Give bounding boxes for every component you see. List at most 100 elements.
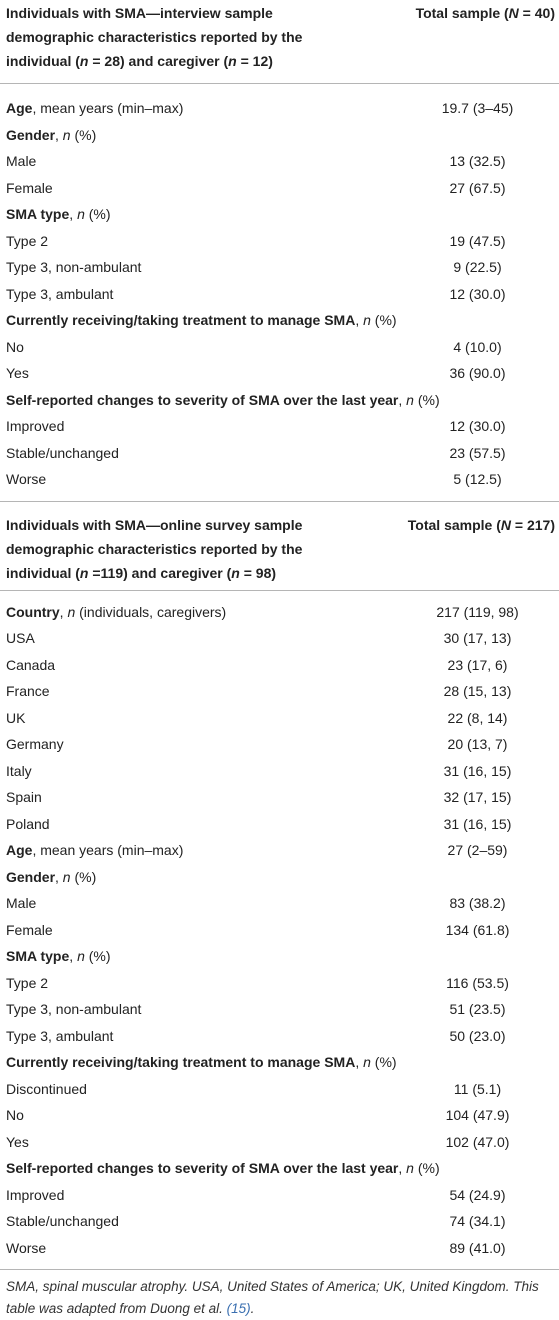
text-run: n xyxy=(62,868,71,885)
row-label: Germany xyxy=(0,736,400,752)
row-label: Spain xyxy=(0,789,400,805)
text: Italy xyxy=(6,762,32,779)
text: 36 (90.0) xyxy=(449,365,506,382)
text-run: Total sample ( xyxy=(415,5,509,21)
row: Age, mean years (min–max) 19.7 (3–45) xyxy=(0,95,559,122)
text: 12 (30.0) xyxy=(449,418,506,435)
row: SMA type, n (%) xyxy=(0,943,559,970)
row-label: No xyxy=(0,1107,400,1123)
text-run: Gender xyxy=(6,868,56,885)
text-run: Gender xyxy=(6,126,56,143)
row-label: USA xyxy=(0,630,400,646)
text-run: n xyxy=(67,603,76,620)
text-run: , xyxy=(59,603,68,620)
text: 11 (5.1) xyxy=(453,1080,502,1097)
row: USA 30 (17, 13) xyxy=(0,625,559,652)
row: Female 27 (67.5) xyxy=(0,175,559,202)
text: Spain xyxy=(6,789,42,806)
row-value: 12 (30.0) xyxy=(400,418,555,434)
row-value: 20 (13, 7) xyxy=(400,736,555,752)
row: Currently receiving/taking treatment to … xyxy=(0,1049,559,1076)
row: France 28 (15, 13) xyxy=(0,678,559,705)
citation-link[interactable]: (15) xyxy=(226,1301,251,1316)
text: 19.7 (3–45) xyxy=(441,100,514,117)
text-run: =119) and caregiver ( xyxy=(88,564,232,581)
text: 5 (12.5) xyxy=(453,471,502,488)
text: 12 (30.0) xyxy=(449,285,506,302)
text-run: , mean years (min–max) xyxy=(32,842,184,859)
row-label: Country, n (individuals, caregivers) xyxy=(0,604,400,620)
row: No 4 (10.0) xyxy=(0,334,559,361)
text-run: Age xyxy=(6,100,33,117)
text-run: n xyxy=(79,53,89,69)
row-label: Worse xyxy=(0,1240,400,1256)
text-run: SMA type xyxy=(6,948,70,965)
row-value: 19.7 (3–45) xyxy=(400,100,555,116)
text-run: N xyxy=(508,5,519,21)
text: 27 (2–59) xyxy=(447,842,508,859)
row: UK 22 (8, 14) xyxy=(0,705,559,732)
row-value: 11 (5.1) xyxy=(400,1081,555,1097)
text-run: Self-reported changes to severity of SMA… xyxy=(6,391,399,408)
row-value: 116 (53.5) xyxy=(400,975,555,991)
row: Self-reported changes to severity of SMA… xyxy=(0,387,559,414)
text: 23 (57.5) xyxy=(449,444,506,461)
row: Improved 54 (24.9) xyxy=(0,1182,559,1209)
row: Type 2 19 (47.5) xyxy=(0,228,559,255)
text: 51 (23.5) xyxy=(449,1001,506,1018)
row: Type 3, non-ambulant 9 (22.5) xyxy=(0,254,559,281)
row-label: Female xyxy=(0,922,400,938)
rows: Country, n (individuals, caregivers) 217 … xyxy=(0,591,559,1270)
header-label: Individuals with SMA—interview sample de… xyxy=(6,1,341,73)
row: Gender, n (%) xyxy=(0,122,559,149)
row: Type 3, ambulant 50 (23.0) xyxy=(0,1023,559,1050)
row: Improved 12 (30.0) xyxy=(0,413,559,440)
row-value: 54 (24.9) xyxy=(400,1187,555,1203)
text: 54 (24.9) xyxy=(449,1186,506,1203)
text: France xyxy=(6,683,50,700)
text-run: (%) xyxy=(370,1054,397,1071)
text: Worse xyxy=(6,1239,47,1256)
text-run: n xyxy=(363,312,371,329)
text: Worse xyxy=(6,471,47,488)
text-run: n xyxy=(79,564,89,581)
row-label: Currently receiving/taking treatment to … xyxy=(0,312,400,328)
row-value: 23 (57.5) xyxy=(400,445,555,461)
row: Currently receiving/taking treatment to … xyxy=(0,307,559,334)
text: 9 (22.5) xyxy=(453,259,502,276)
row: Stable/unchanged 74 (34.1) xyxy=(0,1208,559,1235)
text-run: (%) xyxy=(413,1160,440,1177)
row-label: SMA type, n (%) xyxy=(0,948,400,964)
row-label: Gender, n (%) xyxy=(0,869,400,885)
row-value: 5 (12.5) xyxy=(400,471,555,487)
text: 217 (119, 98) xyxy=(436,603,519,620)
header-value: Total sample (N = 217) xyxy=(408,513,555,585)
row-value: 217 (119, 98) xyxy=(400,604,555,620)
row-value: 28 (15, 13) xyxy=(400,683,555,699)
text: Yes xyxy=(6,1133,29,1150)
row: Type 3, ambulant 12 (30.0) xyxy=(0,281,559,308)
row-value: 22 (8, 14) xyxy=(400,710,555,726)
text: 32 (17, 15) xyxy=(443,789,512,806)
row-value: 31 (16, 15) xyxy=(400,763,555,779)
header-value: Total sample (N = 40) xyxy=(416,1,555,73)
row-value: 9 (22.5) xyxy=(400,259,555,275)
section: Individuals with SMA—online survey sampl… xyxy=(0,502,559,1270)
text: Type 3, ambulant xyxy=(6,285,114,302)
text: 134 (61.8) xyxy=(445,921,510,938)
row-label: Female xyxy=(0,180,400,196)
text: 30 (17, 13) xyxy=(443,630,512,647)
row-label: Stable/unchanged xyxy=(0,445,400,461)
row-label: Improved xyxy=(0,1187,400,1203)
row: Age, mean years (min–max) 27 (2–59) xyxy=(0,837,559,864)
row-label: Male xyxy=(0,895,400,911)
text-run: (%) xyxy=(70,868,97,885)
text-run: Total sample ( xyxy=(407,516,501,533)
text: 31 (16, 15) xyxy=(443,815,512,832)
row-label: Gender, n (%) xyxy=(0,127,400,143)
text: 13 (32.5) xyxy=(449,153,506,170)
row-label: Male xyxy=(0,153,400,169)
text-run: n xyxy=(363,1054,371,1071)
text: Type 2 xyxy=(6,974,49,991)
